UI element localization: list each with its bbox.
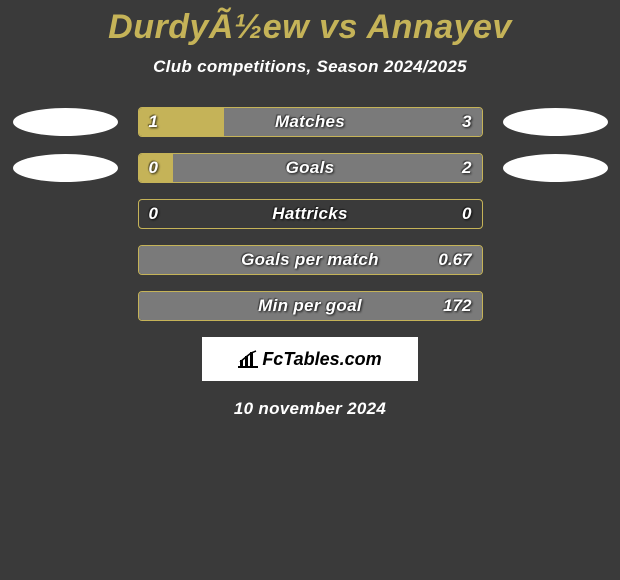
stat-value-right: 3 (462, 108, 471, 136)
stat-label: Matches (139, 108, 482, 136)
team-left-ellipse (13, 154, 118, 182)
team-right-ellipse (503, 108, 608, 136)
logo-box: FcTables.com (202, 337, 418, 381)
stat-label: Hattricks (139, 200, 482, 228)
chart-icon (238, 350, 258, 368)
stat-value-left: 1 (149, 108, 158, 136)
stat-bar: Min per goal172 (138, 291, 483, 321)
team-left-ellipse (13, 108, 118, 136)
logo-text: FcTables.com (262, 349, 381, 370)
comparison-title: DurdyÃ½ew vs Annayev (0, 0, 620, 47)
stat-value-right: 172 (443, 292, 471, 320)
comparison-content: Matches13Goals02Hattricks00Goals per mat… (0, 107, 620, 321)
stat-label: Goals (139, 154, 482, 182)
stat-bar: Goals0 2 (138, 153, 483, 183)
stat-row: Goals per match0.67 (0, 245, 620, 275)
stat-row: Goals0 2 (0, 153, 620, 183)
comparison-subtitle: Club competitions, Season 2024/2025 (0, 57, 620, 77)
stat-value-left: 0 (149, 154, 158, 182)
stat-label: Min per goal (139, 292, 482, 320)
stat-row: Hattricks0 0 (0, 199, 620, 229)
stat-bar: Hattricks0 0 (138, 199, 483, 229)
stat-row: Matches1 3 (0, 107, 620, 137)
stat-row: Min per goal172 (0, 291, 620, 321)
stat-bar: Goals per match0.67 (138, 245, 483, 275)
date-text: 10 november 2024 (0, 399, 620, 419)
team-right-ellipse (503, 154, 608, 182)
stat-value-right: 0 (462, 200, 471, 228)
stat-value-left: 0 (149, 200, 158, 228)
stat-label: Goals per match (139, 246, 482, 274)
stat-value-right: 2 (462, 154, 471, 182)
stat-value-right: 0.67 (438, 246, 471, 274)
stat-bar: Matches1 3 (138, 107, 483, 137)
